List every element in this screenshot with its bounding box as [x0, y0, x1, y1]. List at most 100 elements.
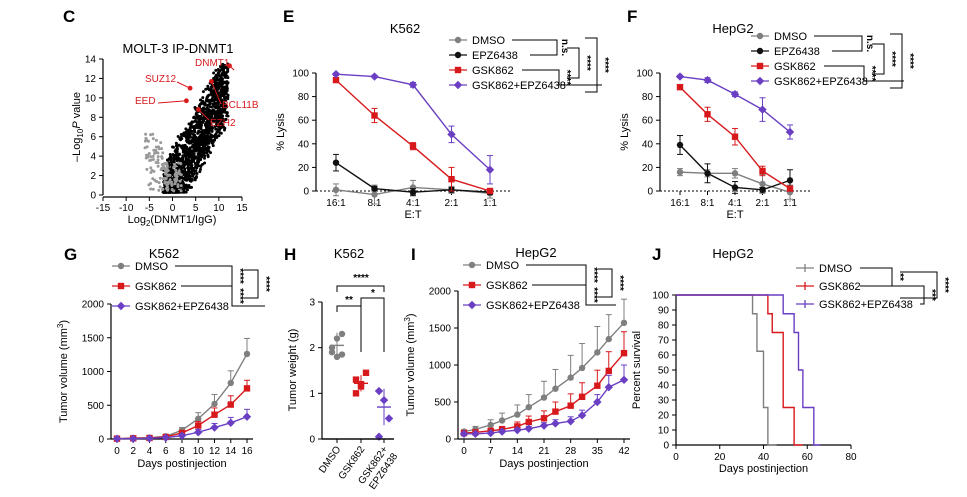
y-tick-label: 80	[298, 92, 310, 103]
series-GSK862	[676, 83, 794, 192]
data-point	[786, 185, 794, 192]
data-point	[379, 395, 389, 405]
x-axis-label: Days postinjection	[137, 458, 226, 470]
sig-2-label: ****	[939, 277, 950, 293]
data-point	[759, 167, 766, 175]
data-point	[243, 350, 251, 358]
volcano-point-sig	[187, 151, 191, 155]
volcano-point-sig	[185, 154, 189, 158]
sig-3-bracket	[585, 37, 598, 93]
sig-ns-label: n.s.	[559, 39, 570, 56]
volcano-point-ns	[159, 168, 163, 172]
volcano-point-sig	[201, 106, 205, 110]
y-tick-label: 50	[658, 366, 670, 377]
group-GSK862	[352, 369, 370, 397]
volcano-point-sig	[180, 158, 184, 162]
y-axis-label: % Lysis	[275, 113, 287, 151]
volcano-point-sig	[225, 95, 229, 99]
volcano-point-sig	[226, 70, 230, 74]
volcano-point-ns	[156, 158, 160, 162]
chart-title-g: K562	[149, 246, 179, 261]
volcano-point-sig	[181, 154, 185, 158]
volcano-point-sig	[191, 140, 195, 144]
data-point	[448, 176, 455, 183]
volcano-point-ns	[158, 185, 162, 189]
volcano-point-ns	[154, 138, 158, 142]
survival-curve-DMSO	[676, 294, 777, 446]
volcano-point-sig	[193, 130, 197, 134]
volcano-point-sig	[204, 141, 208, 145]
x-tick-label: 2:1	[445, 198, 459, 209]
volcano-point-ns	[149, 187, 153, 191]
volcano-point-ns	[172, 189, 176, 193]
y-tick-label: 2000	[429, 287, 452, 298]
volcano-point-sig	[210, 85, 214, 89]
volcano-point-sig	[183, 144, 187, 148]
volcano-point-sig	[193, 126, 197, 130]
sig-3-label: ****	[904, 53, 915, 69]
volcano-point-sig	[201, 140, 205, 144]
volcano-point-ns	[149, 171, 153, 175]
volcano-point-sig	[215, 73, 219, 77]
volcano-point-sig	[205, 122, 209, 126]
data-point	[786, 177, 794, 184]
volcano-point-sig	[226, 76, 230, 80]
y-tick-label: 0	[445, 435, 451, 446]
volcano-point-sig	[192, 116, 196, 120]
data-point	[497, 427, 507, 436]
legend-marker	[468, 281, 476, 289]
volcano-point-ns	[162, 162, 166, 166]
volcano-point-sig	[180, 179, 184, 183]
legend-marker	[468, 261, 476, 269]
volcano-point-sig	[192, 152, 196, 156]
volcano-point-sig	[222, 86, 226, 90]
x-tick-label: -10	[119, 203, 134, 214]
volcano-point-sig	[214, 96, 218, 100]
volcano-point-sig	[205, 106, 209, 110]
data-point	[243, 385, 251, 392]
y-axis-label-part: )	[58, 320, 70, 324]
volcano-point-sig	[169, 168, 173, 172]
volcano-point-sig	[212, 104, 216, 108]
panel-label-j: J	[652, 245, 661, 264]
data-point	[210, 423, 219, 432]
volcano-point-sig	[224, 117, 228, 121]
volcano-point-sig	[187, 160, 191, 164]
volcano-point-sig	[208, 139, 212, 143]
volcano-point-sig	[207, 93, 211, 97]
data-point	[731, 133, 739, 140]
series-GSK862+EPZ6438	[112, 408, 252, 443]
volcano-point-sig	[206, 155, 210, 159]
volcano-point-sig	[189, 149, 193, 153]
volcano-point-sig	[200, 120, 204, 124]
volcano-point-sig	[222, 91, 226, 95]
data-point	[211, 400, 218, 408]
volcano-point-ns	[165, 161, 169, 165]
volcano-point-ns	[158, 176, 162, 180]
data-point	[145, 434, 154, 443]
volcano-point-ns	[159, 141, 163, 145]
data-point	[704, 170, 711, 177]
data-point	[785, 127, 795, 137]
volcano-point-ns	[157, 188, 161, 192]
volcano-point-sig	[180, 133, 184, 137]
x-tick-label: 40	[758, 452, 770, 463]
y-tick-label: 2000	[82, 300, 105, 311]
y-tick-label: 14	[85, 55, 97, 66]
volcano-point-sig	[197, 151, 201, 155]
legend-label: GSK862	[774, 61, 816, 73]
data-point	[675, 72, 685, 81]
volcano-point-sig	[198, 130, 202, 134]
volcano-point-sig	[196, 160, 200, 164]
data-point	[525, 403, 532, 411]
volcano-point-sig	[197, 145, 201, 149]
data-point	[486, 187, 494, 195]
panel-c: C MOLT-3 IP-DNMT1 0 2 4 6 8 10 12 14 -15 -10 -5 0 5 10 1…	[63, 7, 259, 228]
volcano-point-sig	[213, 138, 217, 142]
volcano-point-sig	[220, 117, 224, 121]
data-point	[513, 425, 522, 435]
data-point	[195, 415, 202, 422]
volcano-point-sig	[176, 190, 180, 194]
